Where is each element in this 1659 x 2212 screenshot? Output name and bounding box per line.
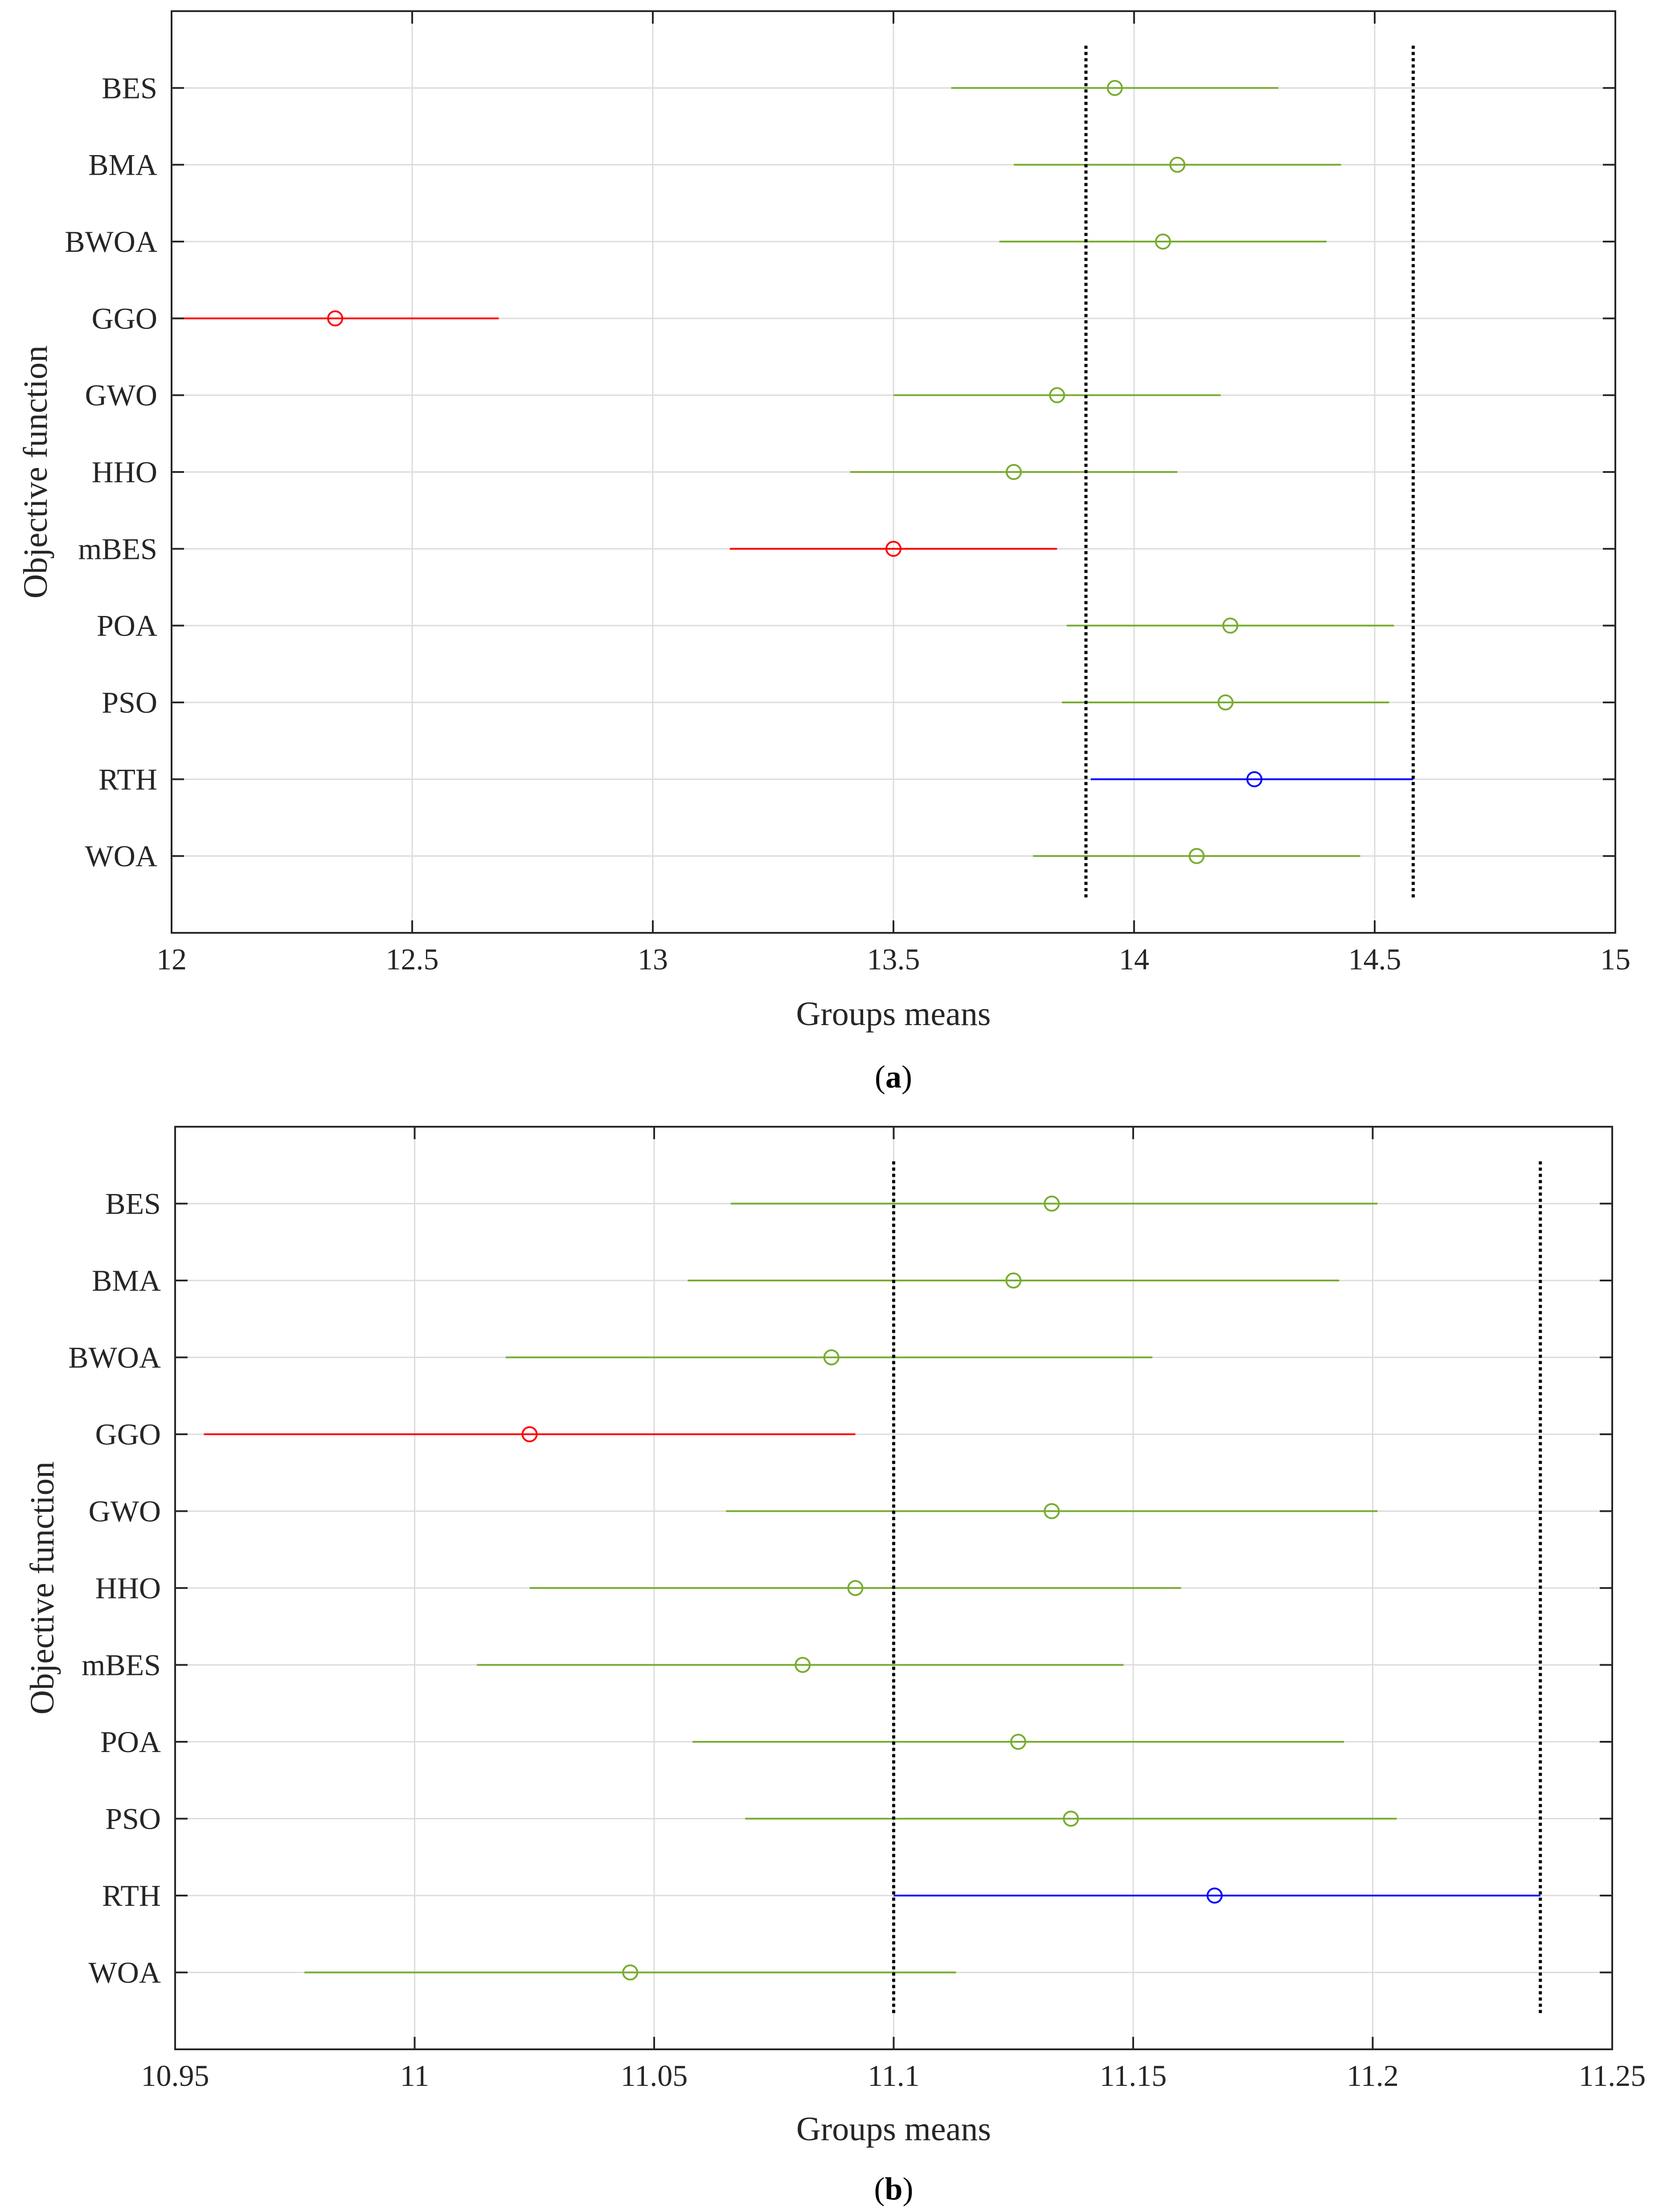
- panel-b-category-label-hho: HHO: [95, 1571, 161, 1605]
- panel-a-x-tick-label: 15: [1600, 942, 1630, 976]
- panel-a-mean-marker-woa: [1188, 848, 1205, 864]
- panel-a-category-label-bwoa: BWOA: [65, 225, 157, 259]
- panel-a-mean-marker-bma: [1169, 156, 1186, 173]
- panel-b-mean-marker-poa: [1010, 1734, 1026, 1750]
- panel-b-mean-marker-rth: [1206, 1888, 1223, 1904]
- panel-b-reference-lines: [892, 1161, 1542, 2015]
- panel-a-x-tick-label: 13: [638, 942, 668, 976]
- panel-a-mean-marker-ggo: [327, 310, 344, 327]
- panel-b-x-tick-label: 10.95: [141, 2059, 209, 2093]
- panel-a-mean-marker-bes: [1106, 80, 1123, 96]
- panel-b-mean-marker-ggo: [521, 1426, 538, 1442]
- panel-a-intervals: [172, 80, 1413, 864]
- panel-a-category-label-pso: PSO: [102, 685, 157, 719]
- panel-a-mean-marker-rth: [1246, 771, 1262, 788]
- panel-a-category-label-poa: POA: [97, 609, 157, 643]
- panel-b-x-tick-label: 11.1: [868, 2059, 919, 2093]
- panel-a-mean-marker-bwoa: [1155, 234, 1171, 250]
- panel-a-x-tick-label: 14: [1119, 942, 1149, 976]
- panel-b-ticks: 10.95 11 11.05 11.1 11.15 11.2 11.25 BES BMA BWOA…: [68, 1127, 1646, 2093]
- panel-a-x-axis-label: Groups means: [796, 995, 991, 1033]
- panel-a-y-axis-label: Objective function: [17, 345, 54, 599]
- panel-a-reference-lines: [1084, 45, 1415, 899]
- panel-b-mean-marker-bma: [1005, 1272, 1022, 1289]
- panel-b-x-tick-label: 11.25: [1579, 2059, 1646, 2093]
- panel-a-category-label-bma: BMA: [88, 148, 157, 182]
- panel-b-mean-marker-mbes: [795, 1657, 811, 1673]
- panel-a-caption-letter: a: [885, 1059, 901, 1095]
- panel-b-x-axis-label: Groups means: [796, 2110, 991, 2148]
- panel-b-category-label-rth: RTH: [102, 1879, 161, 1912]
- panel-a-x-tick-label: 12.5: [386, 942, 439, 976]
- panel-b-category-label-poa: POA: [100, 1725, 161, 1759]
- panel-b-category-label-bes: BES: [105, 1187, 161, 1221]
- panel-b-category-label-woa: WOA: [89, 1956, 161, 1990]
- panel-a-category-label-mbes: mBES: [78, 532, 157, 566]
- panel-a-mean-marker-gwo: [1049, 387, 1065, 403]
- panel-a-category-label-bes: BES: [102, 71, 157, 105]
- panel-a-category-label-gwo: GWO: [85, 378, 157, 412]
- panel-a-mean-marker-poa: [1222, 617, 1238, 634]
- panel-b-category-label-mbes: mBES: [82, 1648, 161, 1682]
- panel-b: 10.95 11 11.05 11.1 11.15 11.2 11.25 BES BMA BWOA…: [24, 1126, 1646, 2207]
- panel-b-mean-marker-bes: [1044, 1195, 1060, 1212]
- panel-b-mean-marker-gwo: [1044, 1503, 1060, 1519]
- panel-a-x-tick-label: 13.5: [867, 942, 920, 976]
- panel-b-category-label-ggo: GGO: [95, 1417, 161, 1451]
- panel-b-x-tick-label: 11.05: [621, 2059, 688, 2093]
- panel-a-mean-marker-pso: [1217, 694, 1234, 710]
- panel-b-mean-marker-pso: [1063, 1810, 1079, 1827]
- panel-a-category-label-hho: HHO: [92, 455, 157, 489]
- panel-b-category-label-bwoa: BWOA: [68, 1341, 161, 1375]
- panel-a-category-label-rth: RTH: [98, 762, 157, 796]
- panel-b-x-tick-label: 11: [400, 2059, 429, 2093]
- panel-b-mean-marker-woa: [622, 1964, 639, 1981]
- panel-b-x-tick-label: 11.2: [1347, 2059, 1398, 2093]
- panel-a-ticks: 12 12.5 13 13.5 14 14.5 15 BES BMA BWOA GGO GWO HHO m…: [65, 11, 1630, 976]
- panel-b-category-label-pso: PSO: [105, 1802, 161, 1836]
- panel-b-category-label-bma: BMA: [92, 1264, 161, 1297]
- panel-a: 12 12.5 13 13.5 14 14.5 15 BES BMA BWOA GGO GWO HHO m…: [17, 10, 1630, 1095]
- panel-a-mean-marker-hho: [1006, 464, 1022, 480]
- panel-b-x-tick-label: 11.15: [1100, 2059, 1167, 2093]
- panel-a-x-tick-label: 14.5: [1348, 942, 1401, 976]
- panel-a-caption: (a): [875, 1059, 912, 1095]
- panel-a-category-label-ggo: GGO: [92, 301, 157, 335]
- panel-b-caption: (b): [874, 2171, 913, 2207]
- panel-b-intervals: [204, 1195, 1540, 1981]
- panel-b-caption-letter: b: [885, 2171, 902, 2207]
- panel-a-x-tick-label: 12: [156, 942, 187, 976]
- panel-a-category-label-woa: WOA: [85, 839, 157, 873]
- panel-b-category-label-gwo: GWO: [89, 1494, 161, 1528]
- panel-b-mean-marker-bwoa: [823, 1349, 840, 1366]
- panel-b-mean-marker-hho: [847, 1580, 864, 1596]
- panel-a-mean-marker-mbes: [885, 541, 901, 557]
- panel-b-y-axis-label: Objective function: [24, 1461, 61, 1715]
